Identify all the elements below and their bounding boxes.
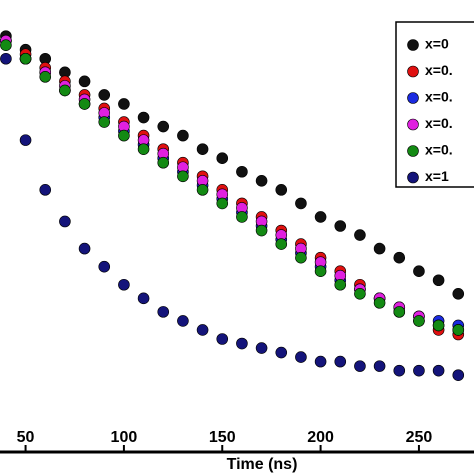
data-point [78,98,91,110]
data-point [432,364,445,377]
plot-area [0,30,465,381]
x-tick-label: 100 [111,429,138,446]
data-point [452,369,465,381]
data-point [413,315,425,327]
legend-marker [407,65,419,78]
data-point [393,306,406,318]
data-point [137,292,150,305]
data-point [334,278,347,291]
data-point [118,278,130,291]
data-point [236,211,248,223]
data-point [373,360,386,372]
x-axis-label: Time (ns) [227,456,298,473]
data-point [0,52,12,65]
data-point [118,129,130,142]
data-point [275,238,288,250]
data-point [314,355,327,368]
data-point [98,260,111,273]
data-point [255,175,268,187]
x-tick-label: 50 [17,429,35,446]
data-point [98,89,111,101]
data-point [275,346,288,359]
data-point [216,152,229,164]
legend-marker [407,145,419,157]
data-point [373,242,386,255]
data-point [196,143,209,155]
legend-marker [407,118,419,131]
data-point [295,197,307,210]
data-point [452,287,465,300]
legend-label: x=0. [425,62,453,78]
legend-label: x=0. [425,142,453,158]
data-point [0,39,12,52]
data-point [59,215,71,228]
data-point [177,129,189,142]
data-point [432,319,445,332]
data-point [39,184,52,196]
data-point [334,355,347,368]
data-point [354,287,366,300]
data-point [137,111,150,124]
data-point [354,229,366,241]
data-point [314,265,327,278]
legend-label: x=1 [425,168,449,184]
data-point [452,324,465,336]
data-point [275,184,288,196]
data-point [255,342,268,354]
data-point [354,360,366,372]
data-point [157,306,170,318]
data-point [196,184,209,196]
data-point [295,351,307,363]
data-point [177,170,189,183]
data-point [295,251,307,264]
data-point [98,116,111,128]
legend-marker [407,92,419,104]
x-tick-label: 200 [307,429,334,446]
data-point [236,165,248,178]
data-point [216,333,229,345]
legend-label: x=0 [425,36,449,52]
data-point [314,211,327,223]
legend-box [395,21,474,188]
data-point [137,143,150,155]
data-point [118,98,130,110]
data-point [78,242,91,255]
data-point [236,337,248,350]
data-point [78,75,91,88]
x-tick-label: 250 [406,429,433,446]
data-point [157,156,170,169]
legend-marker [407,39,419,51]
data-point [39,71,52,83]
legend-marker [407,171,419,184]
data-point [413,364,425,377]
data-point [393,364,406,377]
data-point [216,197,229,210]
data-point [334,220,347,232]
data-point [432,274,445,287]
legend-label: x=0. [425,89,453,105]
data-point [157,120,170,133]
x-tick-label: 150 [209,429,236,446]
data-point [19,134,32,146]
data-point [393,251,406,264]
data-point [373,297,386,309]
data-point [59,84,71,97]
data-point [177,315,189,327]
data-point [255,224,268,237]
data-point [413,265,425,278]
data-point [19,52,32,65]
legend-label: x=0. [425,115,453,131]
data-point [196,324,209,336]
